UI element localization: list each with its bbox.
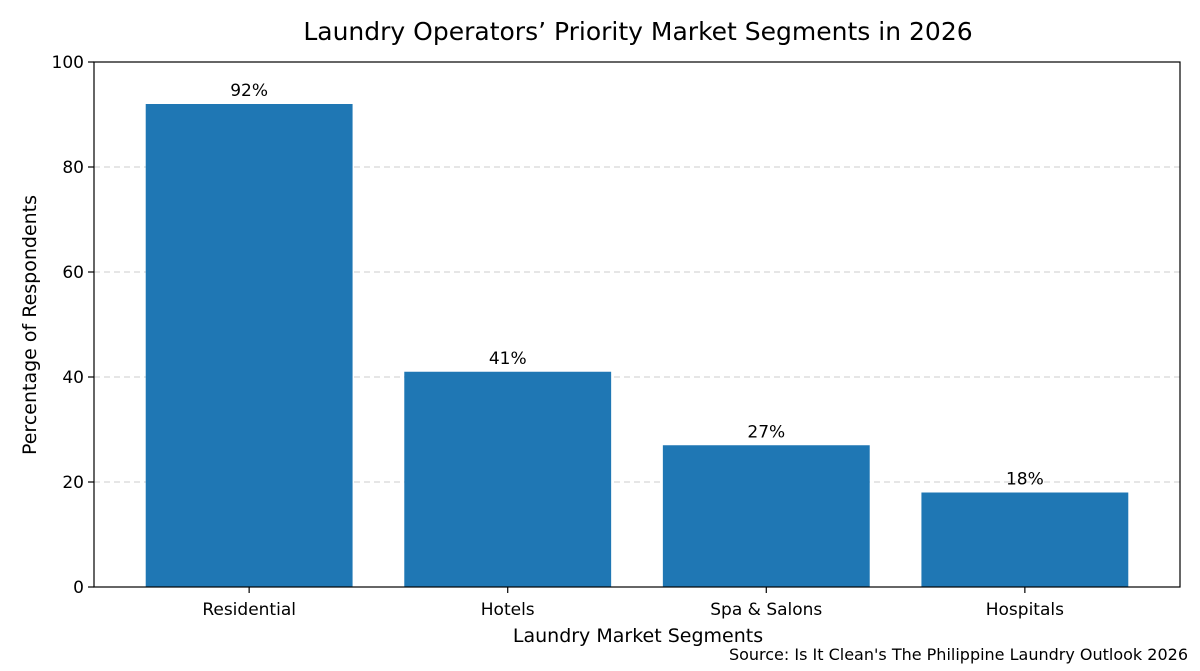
data-label: 92% (230, 81, 268, 101)
x-tick-label: Spa & Salons (710, 600, 822, 620)
y-tick-label: 0 (73, 578, 84, 598)
x-tick-label: Residential (202, 600, 296, 620)
bar-spa-salons (662, 445, 870, 587)
y-tick-label: 60 (62, 263, 84, 283)
y-tick-label: 100 (52, 53, 84, 73)
data-label: 27% (747, 422, 785, 442)
data-label: 41% (489, 349, 527, 369)
y-axis-label: Percentage of Respondents (19, 195, 41, 455)
source-note: Source: Is It Clean's The Philippine Lau… (729, 645, 1188, 664)
data-label: 18% (1006, 470, 1044, 490)
bar-hotels (404, 371, 612, 587)
bar-residential (145, 104, 353, 587)
data-labels: 92% 41% 27% 18% (230, 81, 1044, 490)
x-axis-label: Laundry Market Segments (513, 625, 763, 647)
y-tick-label: 20 (62, 473, 84, 493)
y-tick-label: 80 (62, 158, 84, 178)
bars (145, 104, 1129, 587)
plot-frame (93, 61, 1181, 588)
axes: 0 20 40 60 80 100 Residential Hotels Spa & Salon… (52, 53, 1181, 620)
x-tick-label: Hospitals (986, 600, 1064, 620)
y-tick-label: 40 (62, 368, 84, 388)
bar-hospitals (921, 492, 1129, 587)
x-tick-label: Hotels (481, 600, 535, 620)
chart-title: Laundry Operators’ Priority Market Segme… (303, 17, 972, 46)
